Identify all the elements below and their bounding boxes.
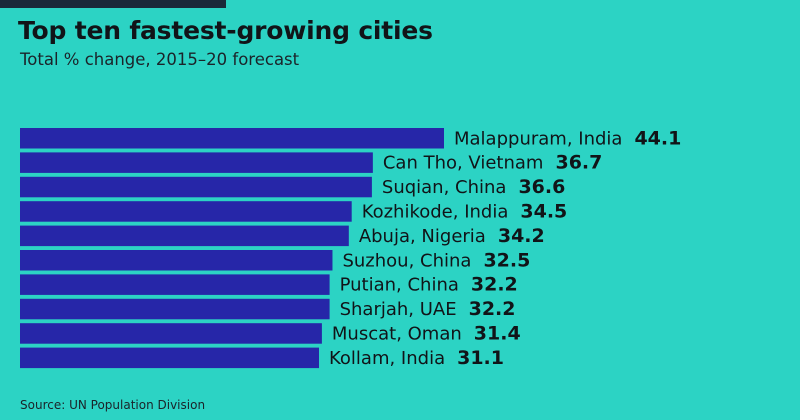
bar <box>20 128 444 149</box>
bar-label: Can Tho, Vietnam 36.7 <box>383 152 603 174</box>
value-label: 31.1 <box>457 347 504 369</box>
value-label: 36.7 <box>555 152 602 174</box>
category-label: Can Tho, Vietnam <box>383 153 544 174</box>
bar-label: Sharjah, UAE 32.2 <box>340 298 516 320</box>
value-label: 36.6 <box>518 176 565 198</box>
bar <box>20 201 352 222</box>
bar <box>20 176 372 198</box>
bar-label: Suqian, China 36.6 <box>382 176 565 198</box>
value-label: 31.4 <box>474 322 521 344</box>
category-label: Sharjah, UAE <box>340 299 457 320</box>
header-accent-bar <box>0 0 226 8</box>
value-label: 32.2 <box>469 298 516 320</box>
bar-label: Muscat, Oman 31.4 <box>332 322 521 344</box>
category-label: Kozhikode, India <box>362 201 509 222</box>
value-label: 34.2 <box>498 225 545 247</box>
bar-label: Suzhou, China 32.5 <box>342 249 530 271</box>
bar-label: Kozhikode, India 34.5 <box>362 200 568 222</box>
category-label: Suzhou, China <box>342 250 471 271</box>
category-label: Malappuram, India <box>454 128 622 149</box>
bar-label: Malappuram, India 44.1 <box>454 127 681 149</box>
value-label: 32.2 <box>471 274 518 296</box>
category-label: Suqian, China <box>382 177 507 198</box>
category-label: Abuja, Nigeria <box>359 226 486 247</box>
value-label: 34.5 <box>520 200 567 222</box>
bar <box>20 152 373 173</box>
bar-label: Kollam, India 31.1 <box>329 347 504 369</box>
chart-subtitle: Total % change, 2015–20 forecast <box>20 50 300 69</box>
bar <box>20 250 333 271</box>
bar <box>20 225 349 247</box>
bar-label: Abuja, Nigeria 34.2 <box>359 225 545 247</box>
bar <box>20 323 322 344</box>
chart-title: Top ten fastest-growing cities <box>18 16 433 45</box>
category-label: Putian, China <box>340 275 459 296</box>
source-note: Source: UN Population Division <box>20 398 206 412</box>
bar-label: Putian, China 32.2 <box>340 274 518 296</box>
value-label: 32.5 <box>483 249 530 271</box>
bar <box>20 298 330 320</box>
value-label: 44.1 <box>634 127 681 149</box>
bar <box>20 274 330 295</box>
category-label: Kollam, India <box>329 348 445 369</box>
bar <box>20 347 320 369</box>
category-label: Muscat, Oman <box>332 323 462 344</box>
